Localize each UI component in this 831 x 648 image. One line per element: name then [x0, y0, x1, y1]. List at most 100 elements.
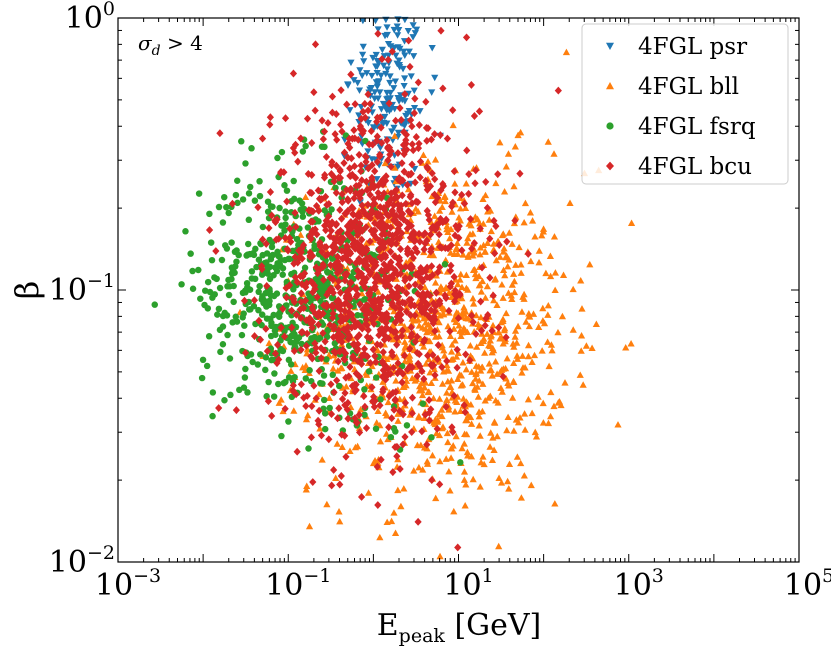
data-point: [247, 306, 254, 313]
data-point: [240, 296, 249, 305]
data-point: [318, 247, 326, 256]
data-point: [405, 295, 413, 304]
data-point: [302, 415, 311, 423]
data-point: [335, 336, 343, 345]
data-point: [367, 84, 375, 92]
data-point: [401, 338, 409, 345]
data-point: [422, 123, 431, 132]
data-point: [551, 269, 560, 276]
data-point: [346, 363, 354, 371]
data-point: [357, 225, 365, 234]
data-point: [446, 266, 455, 275]
data-point: [546, 272, 555, 280]
data-point: [455, 321, 463, 329]
data-point: [528, 409, 536, 417]
data-point: [373, 136, 381, 145]
data-point: [357, 242, 365, 251]
data-point: [269, 203, 276, 210]
data-point: [412, 197, 420, 206]
data-point: [425, 396, 433, 404]
data-point: [232, 191, 240, 199]
data-point: [389, 351, 397, 360]
data-point: [417, 441, 425, 449]
data-point: [462, 180, 470, 187]
data-point: [293, 447, 301, 456]
data-point: [481, 396, 489, 404]
data-point: [520, 290, 528, 298]
data-point: [366, 237, 374, 246]
data-point: [400, 351, 409, 360]
data-point: [315, 206, 323, 215]
data-point: [436, 457, 444, 465]
data-point: [197, 295, 204, 302]
data-point: [449, 106, 457, 115]
data-point: [376, 152, 384, 161]
data-point: [402, 262, 410, 271]
y-tick-label: 10−1: [49, 270, 115, 308]
data-point: [414, 359, 422, 368]
data-point: [329, 313, 337, 322]
data-point: [453, 363, 461, 372]
data-point: [427, 360, 435, 369]
data-point: [489, 321, 497, 329]
data-point: [341, 401, 349, 410]
data-point: [374, 346, 382, 354]
data-point: [459, 359, 467, 366]
data-point: [195, 266, 202, 274]
data-point: [546, 412, 555, 420]
data-point: [483, 239, 492, 247]
data-point: [254, 361, 262, 368]
data-point: [392, 185, 401, 194]
data-point: [394, 16, 402, 23]
data-point: [459, 395, 468, 402]
data-point: [359, 107, 367, 116]
data-point: [392, 377, 400, 384]
data-point: [418, 296, 427, 305]
data-point: [418, 303, 426, 312]
data-point: [443, 361, 451, 369]
data-point: [363, 254, 371, 263]
data-point: [233, 247, 240, 254]
data-point: [201, 301, 208, 309]
data-point: [535, 323, 543, 330]
data-point: [391, 303, 400, 312]
data-point: [450, 272, 458, 281]
data-point: [282, 284, 290, 292]
data-point: [542, 269, 550, 277]
data-point: [265, 224, 273, 233]
data-point: [492, 179, 500, 187]
data-point: [416, 157, 425, 166]
data-point: [421, 298, 430, 307]
data-point: [425, 326, 433, 334]
data-point: [479, 337, 487, 345]
data-point: [354, 340, 362, 349]
data-point: [428, 434, 435, 441]
data-point: [393, 369, 402, 378]
data-point: [544, 138, 552, 145]
x-tick-label: 101: [443, 565, 493, 603]
data-point: [500, 326, 508, 334]
data-point: [288, 311, 295, 319]
data-point: [353, 239, 362, 247]
data-point: [421, 291, 430, 300]
data-point: [423, 185, 431, 194]
data-point: [357, 114, 365, 123]
data-point: [312, 394, 320, 403]
data-point: [358, 235, 366, 244]
data-point: [277, 337, 284, 344]
data-point: [338, 430, 346, 439]
data-point: [472, 362, 480, 369]
data-point: [309, 207, 317, 216]
data-point: [453, 309, 461, 316]
data-point: [513, 453, 521, 460]
data-point: [469, 318, 477, 327]
data-point: [382, 172, 390, 181]
data-point: [330, 347, 338, 356]
data-point: [408, 122, 416, 131]
data-point: [384, 293, 392, 302]
data-point: [311, 245, 318, 253]
data-point: [419, 289, 427, 298]
data-point: [387, 247, 395, 256]
data-point: [351, 414, 359, 423]
data-point: [479, 380, 487, 387]
